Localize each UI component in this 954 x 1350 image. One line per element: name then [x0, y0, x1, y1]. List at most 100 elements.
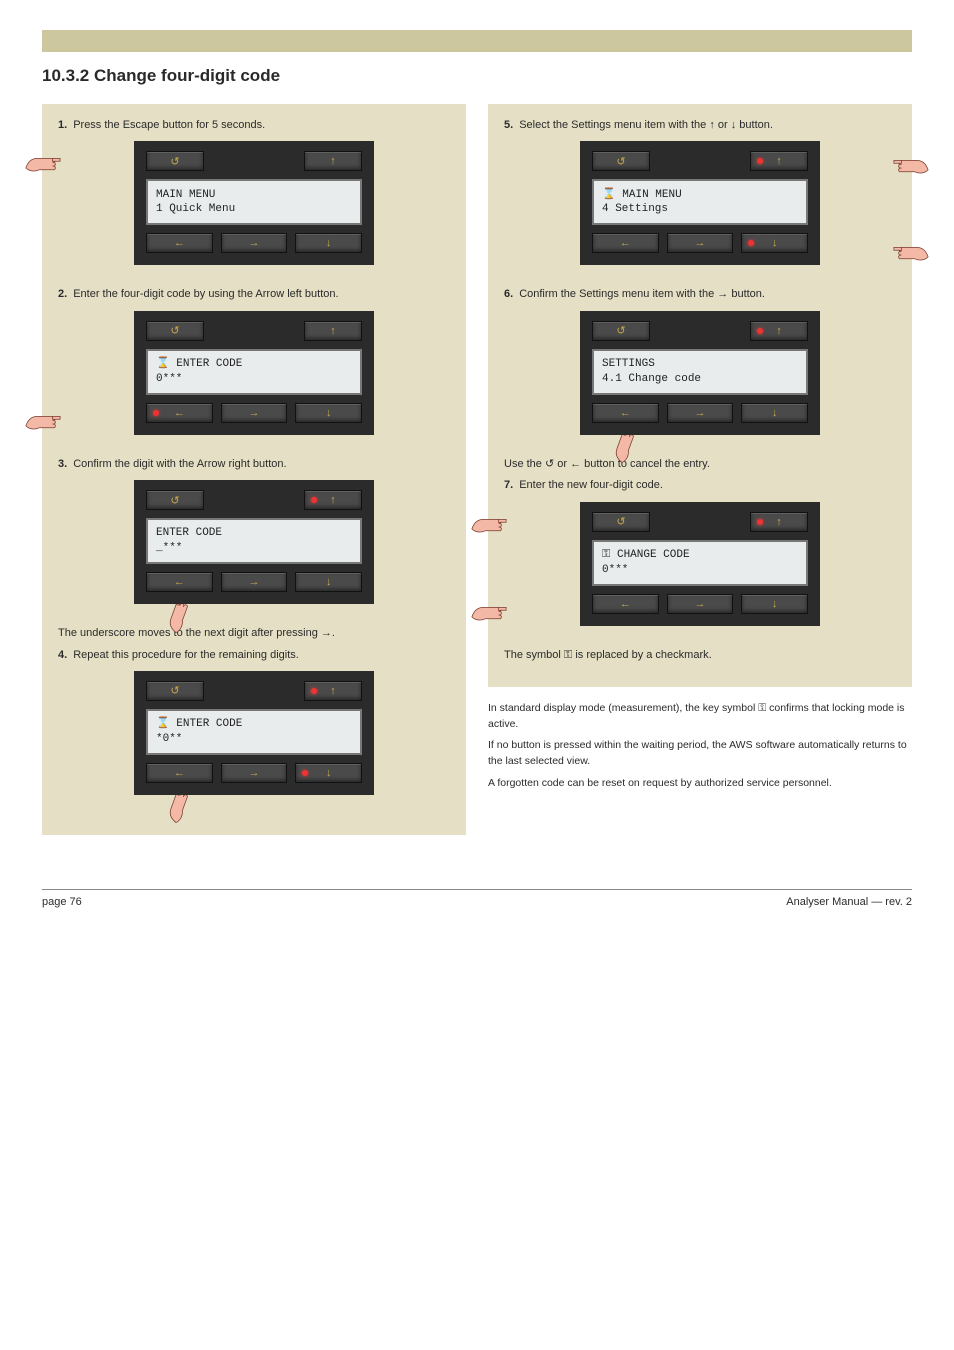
step-label: 6.Confirm the Settings menu item with th…	[504, 287, 896, 302]
arrow-down-button-glyph: ↓	[326, 407, 332, 419]
control-panel: ↺ ↑ SETTINGS 4.1 Change code ← → ↓	[580, 311, 820, 435]
arrow-down-button-glyph: ↓	[772, 598, 778, 610]
escape-button[interactable]: ↺	[146, 490, 204, 510]
control-panel: ↺ ↑ ENTER CODE _*** ← → ↓	[134, 480, 374, 604]
step-label: 7.Enter the new four-digit code.	[504, 478, 896, 493]
arrow-up-button[interactable]: ↑	[750, 512, 808, 532]
arrow-left-button-glyph: ←	[174, 767, 185, 779]
arrow-right-button[interactable]: →	[221, 403, 288, 423]
lcd-screen: ⌛ MAIN MENU 4 Settings	[592, 179, 808, 225]
control-panel: ↺ ↑ ⌛ ENTER CODE *0** ← → ↓	[134, 671, 374, 795]
header-bar	[42, 30, 912, 52]
lcd-screen: ⌛ ENTER CODE 0***	[146, 349, 362, 395]
escape-button-glyph: ↺	[170, 324, 179, 337]
arrow-left-button-glyph: ←	[174, 407, 185, 419]
arrow-right-button[interactable]: →	[221, 763, 288, 783]
step-label: 2.Enter the four-digit code by using the…	[58, 287, 450, 302]
step-note: The underscore moves to the next digit a…	[58, 626, 450, 641]
page-title: 10.3.2 Change four-digit code	[42, 66, 912, 86]
arrow-right-button[interactable]: →	[221, 233, 288, 253]
arrow-down-button[interactable]: ↓	[741, 233, 808, 253]
footnote: If no button is pressed within the waiti…	[488, 738, 912, 770]
arrow-right-button-glyph: →	[249, 767, 260, 779]
escape-button-glyph: ↺	[170, 494, 179, 507]
arrow-right-button[interactable]: →	[667, 594, 734, 614]
arrow-down-button[interactable]: ↓	[295, 403, 362, 423]
arrow-left-button[interactable]: ←	[592, 594, 659, 614]
escape-button-glyph: ↺	[616, 324, 625, 337]
escape-button[interactable]: ↺	[146, 681, 204, 701]
escape-button-glyph: ↺	[170, 684, 179, 697]
escape-button[interactable]: ↺	[592, 151, 650, 171]
arrow-left-button[interactable]: ←	[146, 572, 213, 592]
escape-button[interactable]: ↺	[146, 151, 204, 171]
arrow-down-button-glyph: ↓	[326, 767, 332, 779]
lcd-screen: SETTINGS 4.1 Change code	[592, 349, 808, 395]
arrow-right-button[interactable]: →	[667, 233, 734, 253]
lcd-screen: ENTER CODE _***	[146, 518, 362, 564]
arrow-up-button-glyph: ↑	[330, 685, 336, 697]
lcd-screen: MAIN MENU 1 Quick Menu	[146, 179, 362, 225]
arrow-down-button[interactable]: ↓	[295, 233, 362, 253]
arrow-left-button-glyph: ←	[174, 576, 185, 588]
arrow-right-button-glyph: →	[249, 407, 260, 419]
footer-right: Analyser Manual — rev. 2	[786, 896, 912, 908]
arrow-left-button[interactable]: ←	[146, 233, 213, 253]
escape-button-glyph: ↺	[616, 155, 625, 168]
arrow-down-button[interactable]: ↓	[741, 403, 808, 423]
lcd-screen: ⌛ ENTER CODE *0**	[146, 709, 362, 755]
arrow-up-button[interactable]: ↑	[304, 151, 362, 171]
step-label: 1.Press the Escape button for 5 seconds.	[58, 118, 450, 133]
arrow-left-button[interactable]: ←	[592, 403, 659, 423]
arrow-up-button[interactable]: ↑	[750, 321, 808, 341]
escape-button[interactable]: ↺	[146, 321, 204, 341]
escape-button[interactable]: ↺	[592, 321, 650, 341]
arrow-left-button-glyph: ←	[620, 237, 631, 249]
footnotes: In standard display mode (measurement), …	[488, 701, 912, 792]
arrow-down-button-glyph: ↓	[772, 237, 778, 249]
arrow-down-button-glyph: ↓	[772, 407, 778, 419]
arrow-down-button-glyph: ↓	[326, 576, 332, 588]
arrow-right-button-glyph: →	[695, 237, 706, 249]
arrow-up-button-glyph: ↑	[776, 516, 782, 528]
arrow-down-button-glyph: ↓	[326, 237, 332, 249]
arrow-right-button-glyph: →	[695, 407, 706, 419]
arrow-right-button-glyph: →	[249, 576, 260, 588]
arrow-right-button[interactable]: →	[667, 403, 734, 423]
arrow-up-button[interactable]: ↑	[750, 151, 808, 171]
control-panel: ↺ ↑ MAIN MENU 1 Quick Menu ← → ↓	[134, 141, 374, 265]
arrow-left-button-glyph: ←	[174, 237, 185, 249]
arrow-right-button-glyph: →	[249, 237, 260, 249]
arrow-up-button[interactable]: ↑	[304, 321, 362, 341]
escape-button-glyph: ↺	[170, 155, 179, 168]
control-panel: ↺ ↑ ⚿ CHANGE CODE 0*** ← → ↓	[580, 502, 820, 626]
step-note: Use the ↺ or ← button to cancel the entr…	[504, 457, 896, 472]
arrow-down-button[interactable]: ↓	[295, 763, 362, 783]
step-note: The symbol ⚿ is replaced by a checkmark.	[504, 648, 896, 663]
arrow-left-button[interactable]: ←	[146, 403, 213, 423]
arrow-left-button-glyph: ←	[620, 598, 631, 610]
escape-button[interactable]: ↺	[592, 512, 650, 532]
step-label: 5.Select the Settings menu item with the…	[504, 118, 896, 133]
arrow-up-button[interactable]: ↑	[304, 681, 362, 701]
control-panel: ↺ ↑ ⌛ MAIN MENU 4 Settings ← → ↓	[580, 141, 820, 265]
arrow-right-button-glyph: →	[695, 598, 706, 610]
arrow-up-button-glyph: ↑	[776, 155, 782, 167]
lcd-screen: ⚿ CHANGE CODE 0***	[592, 540, 808, 586]
step-label: 3.Confirm the digit with the Arrow right…	[58, 457, 450, 472]
arrow-up-button-glyph: ↑	[330, 325, 336, 337]
footer-left: page 76	[42, 896, 82, 908]
arrow-left-button[interactable]: ←	[592, 233, 659, 253]
footnote: A forgotten code can be reset on request…	[488, 776, 912, 792]
arrow-down-button[interactable]: ↓	[295, 572, 362, 592]
arrow-up-button-glyph: ↑	[330, 155, 336, 167]
footnote: In standard display mode (measurement), …	[488, 701, 912, 733]
step-label: 4.Repeat this procedure for the remainin…	[58, 648, 450, 663]
arrow-up-button[interactable]: ↑	[304, 490, 362, 510]
arrow-left-button[interactable]: ←	[146, 763, 213, 783]
arrow-down-button[interactable]: ↓	[741, 594, 808, 614]
arrow-right-button[interactable]: →	[221, 572, 288, 592]
arrow-left-button-glyph: ←	[620, 407, 631, 419]
arrow-up-button-glyph: ↑	[776, 325, 782, 337]
escape-button-glyph: ↺	[616, 515, 625, 528]
